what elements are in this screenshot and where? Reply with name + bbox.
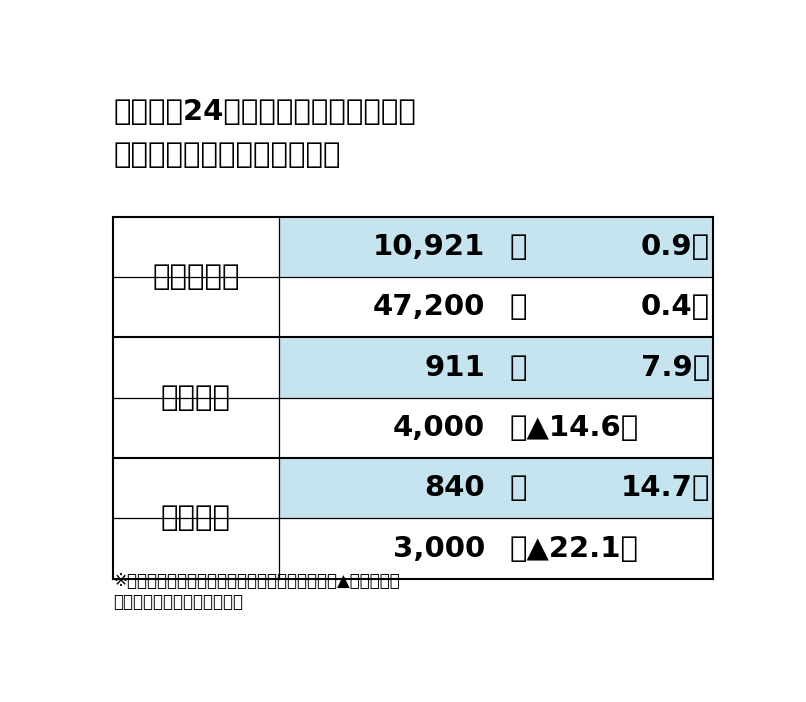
Text: 上段：実績、下段：通期予想: 上段：実績、下段：通期予想	[113, 593, 243, 611]
Text: 4,000: 4,000	[393, 414, 485, 442]
Bar	[279, 458, 713, 519]
Text: 14.7）: 14.7）	[621, 475, 710, 503]
Text: 0.9）: 0.9）	[641, 233, 710, 261]
Bar	[279, 338, 713, 398]
Text: 7.9）: 7.9）	[641, 354, 710, 382]
Text: （: （	[510, 475, 527, 503]
Text: 0.4）: 0.4）	[641, 293, 710, 322]
Text: 3,000: 3,000	[393, 535, 485, 563]
Bar	[279, 217, 713, 277]
Text: スバルの24年４〜６月期連結決算と: スバルの24年４〜６月期連結決算と	[113, 98, 416, 126]
Text: （▲14.6）: （▲14.6）	[510, 414, 639, 442]
Text: 840: 840	[424, 475, 485, 503]
Text: （: （	[510, 354, 527, 382]
Text: （▲22.1）: （▲22.1）	[510, 535, 639, 563]
Text: 47,200: 47,200	[372, 293, 485, 322]
Text: 当期利益: 当期利益	[161, 505, 231, 533]
Text: 売　上　高: 売 上 高	[152, 263, 239, 291]
Text: 営業利益: 営業利益	[161, 384, 231, 412]
Text: ※単位：億円、カッコ内は前年同期比増減率％、▲はマイナス: ※単位：億円、カッコ内は前年同期比増減率％、▲はマイナス	[113, 571, 400, 590]
Text: 通期見通し（国際会計基準）: 通期見通し（国際会計基準）	[113, 141, 341, 169]
Text: （: （	[510, 233, 527, 261]
Text: 10,921: 10,921	[372, 233, 485, 261]
Text: （: （	[510, 293, 527, 322]
Text: 911: 911	[424, 354, 485, 382]
